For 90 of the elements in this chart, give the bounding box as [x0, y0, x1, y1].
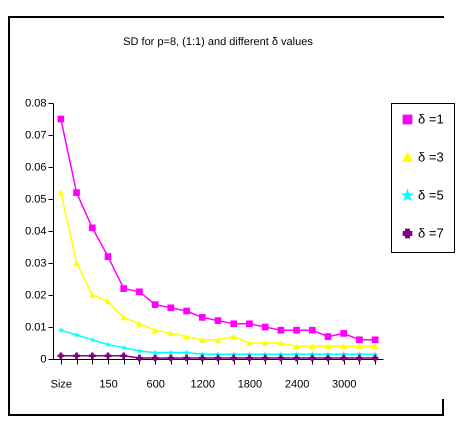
- point: [168, 354, 174, 362]
- y-tick-label: 0.03: [25, 258, 46, 270]
- y-tick-label: 0.06: [25, 162, 46, 174]
- point: [278, 340, 284, 346]
- point: [308, 326, 316, 334]
- point: [356, 354, 363, 362]
- point: [340, 354, 348, 362]
- point: [372, 343, 378, 350]
- point: [308, 354, 316, 362]
- point: [73, 352, 80, 360]
- point: [230, 354, 238, 362]
- point: [324, 343, 332, 350]
- point: [58, 190, 64, 196]
- point: [104, 298, 112, 304]
- y-tick-label: 0.01: [25, 322, 46, 334]
- point: [198, 354, 206, 362]
- x-tick-label: 1200: [190, 378, 216, 390]
- point: [120, 314, 128, 320]
- point: [372, 336, 378, 344]
- point: [356, 343, 363, 350]
- point: [278, 326, 284, 334]
- point: [246, 340, 253, 346]
- point: [152, 349, 158, 356]
- x-tick-label: Size: [50, 378, 72, 390]
- y-tick-label: 0: [40, 354, 46, 366]
- point: [340, 343, 348, 350]
- point: [293, 343, 300, 350]
- point: [198, 336, 206, 343]
- point: [120, 352, 128, 360]
- point: [246, 320, 253, 328]
- point: [168, 330, 174, 336]
- point: [293, 326, 300, 334]
- point: [262, 340, 268, 346]
- x-tick-label: 150: [99, 378, 118, 390]
- point: [214, 336, 222, 343]
- point: [308, 343, 316, 350]
- point: [293, 354, 300, 362]
- point: [262, 354, 268, 362]
- legend-label: δ =5: [418, 188, 444, 202]
- point: [58, 116, 64, 122]
- point: [168, 349, 174, 356]
- y-tick-label: 0.02: [25, 290, 46, 302]
- point: [152, 301, 158, 308]
- point: [120, 285, 128, 292]
- point: [183, 349, 190, 356]
- point: [372, 354, 378, 362]
- chart-title: SD for p=8, (1:1) and different δ values: [123, 36, 314, 48]
- legend-label: δ =1: [418, 112, 444, 126]
- point: [324, 354, 332, 362]
- point: [340, 330, 348, 337]
- point: [88, 224, 96, 232]
- point: [183, 354, 190, 362]
- point: [214, 317, 222, 324]
- point: [262, 324, 268, 330]
- point: [88, 352, 96, 360]
- y-tick-label: 0.07: [25, 130, 46, 142]
- point: [246, 354, 253, 362]
- point: [183, 308, 190, 314]
- point: [136, 354, 143, 362]
- point: [104, 352, 112, 360]
- point: [120, 344, 127, 351]
- point: [278, 354, 284, 362]
- y-tick-label: 0.05: [25, 194, 46, 206]
- point: [230, 320, 238, 328]
- point: [183, 334, 190, 340]
- legend-label: δ =7: [418, 226, 444, 240]
- point: [152, 327, 158, 334]
- x-tick-label: 600: [146, 378, 165, 390]
- point: [324, 333, 332, 340]
- y-tick-label: 0.04: [25, 226, 46, 238]
- point: [88, 292, 96, 298]
- point: [58, 326, 64, 333]
- x-tick-label: 1800: [238, 378, 262, 390]
- point: [152, 354, 158, 362]
- point: [58, 352, 64, 360]
- point: [230, 334, 238, 340]
- point: [168, 304, 174, 312]
- point: [73, 189, 80, 196]
- x-tick-label: 2400: [284, 378, 310, 390]
- point: [104, 253, 112, 260]
- point: [198, 314, 206, 321]
- point: [214, 354, 222, 362]
- point: [89, 336, 96, 343]
- x-tick-label: 3000: [332, 378, 356, 390]
- point: [136, 288, 143, 296]
- point: [136, 320, 143, 327]
- y-tick-label: 0.08: [25, 98, 46, 110]
- legend-label: δ =3: [418, 150, 444, 164]
- point: [356, 336, 363, 344]
- point: [73, 260, 80, 266]
